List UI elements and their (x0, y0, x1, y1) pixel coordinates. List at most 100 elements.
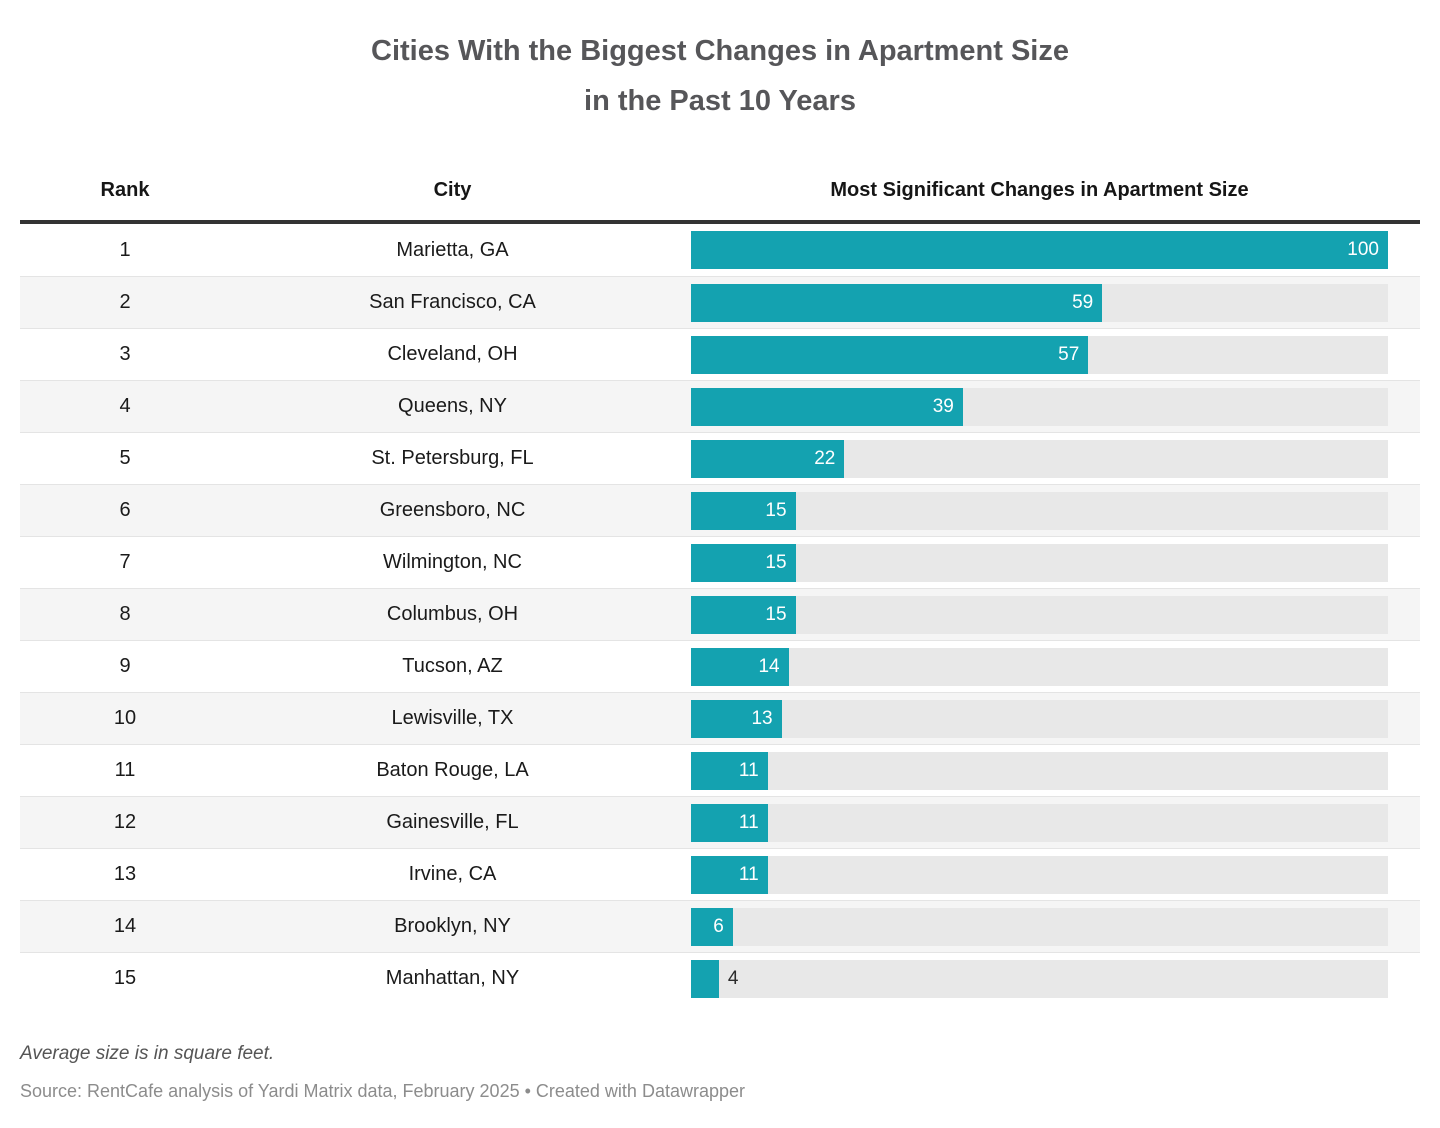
rank-cell: 1 (119, 238, 131, 261)
bar-track: 100 (691, 231, 1388, 269)
bar-track: 13 (691, 699, 1388, 738)
table-row: 6 Greensboro, NC 15 (20, 484, 1420, 536)
rank-cell: 3 (119, 343, 131, 365)
column-header-rank: Rank (100, 179, 150, 201)
bar: 59 (691, 283, 1103, 322)
bar-cell: 6 (675, 907, 1420, 946)
bar-value-label: 39 (932, 395, 954, 417)
bar-cell: 11 (675, 803, 1420, 842)
table-row: 1 Marietta, GA 100 (20, 224, 1420, 276)
city-cell: Marietta, GA (396, 238, 509, 261)
bar: 57 (691, 335, 1089, 374)
city-cell: Cleveland, OH (387, 343, 518, 365)
table-row: 14 Brooklyn, NY 6 (20, 900, 1420, 952)
table-row: 8 Columbus, OH 15 (20, 588, 1420, 640)
rank-cell: 13 (113, 863, 137, 885)
column-header-city: City (433, 179, 472, 201)
bar: 100 (691, 231, 1388, 269)
bar-track: 22 (691, 439, 1388, 478)
bar-value-label: 6 (713, 915, 724, 937)
bar-track: 14 (691, 647, 1388, 686)
city-cell: St. Petersburg, FL (371, 447, 534, 469)
city-cell: Manhattan, NY (385, 967, 520, 989)
bar-value-label: 59 (1072, 291, 1094, 313)
rank-cell: 2 (119, 291, 131, 313)
bar-track: 11 (691, 751, 1388, 790)
chart-title-line2: in the Past 10 Years (584, 85, 856, 117)
chart-title-line1: Cities With the Biggest Changes in Apart… (371, 35, 1069, 67)
bar-cell: 57 (675, 335, 1420, 374)
city-cell: Brooklyn, NY (394, 915, 511, 937)
table-row: 7 Wilmington, NC 15 (20, 536, 1420, 588)
table-row: 4 Queens, NY 39 (20, 380, 1420, 432)
bar-cell: 100 (675, 231, 1420, 269)
bar-cell: 59 (675, 283, 1420, 322)
rank-cell: 4 (119, 395, 131, 417)
rank-cell: 14 (113, 915, 137, 937)
table-row: 9 Tucson, AZ 14 (20, 640, 1420, 692)
bar-track: 59 (691, 283, 1388, 322)
table-row: 5 St. Petersburg, FL 22 (20, 432, 1420, 484)
rank-cell: 15 (113, 967, 137, 989)
table-row: 10 Lewisville, TX 13 (20, 692, 1420, 744)
bar-value-label: 14 (758, 655, 780, 677)
bar-track: 6 (691, 907, 1388, 946)
rank-cell: 11 (114, 759, 136, 781)
bar: 13 (691, 699, 782, 738)
city-cell: Greensboro, NC (379, 499, 526, 521)
bar-track: 15 (691, 491, 1388, 530)
table-row: 13 Irvine, CA 11 (20, 848, 1420, 900)
bar-track: 57 (691, 335, 1388, 374)
table-row: 3 Cleveland, OH 57 (20, 328, 1420, 380)
city-cell: Wilmington, NC (383, 551, 522, 573)
bar-value-label: 11 (738, 759, 759, 781)
city-cell: Gainesville, FL (386, 811, 519, 833)
bar-value-label: 57 (1058, 343, 1080, 365)
bar-track: 15 (691, 595, 1388, 634)
table-header-row: Rank City Most Significant Changes in Ap… (20, 178, 1420, 224)
rank-cell: 9 (119, 655, 131, 677)
bar-value-label: 13 (751, 707, 773, 729)
rank-cell: 6 (119, 499, 131, 521)
table-body: 1 Marietta, GA 100 2 San Francisco, CA 5… (20, 224, 1420, 1004)
bar-track: 11 (691, 855, 1388, 894)
bar-value-label: 15 (765, 551, 787, 573)
bar-cell: 15 (675, 543, 1420, 582)
bar-track: 4 (691, 959, 1388, 998)
bar-cell: 39 (675, 387, 1420, 426)
bar-cell: 11 (675, 855, 1420, 894)
rank-cell: 10 (113, 707, 137, 729)
rank-cell: 7 (119, 551, 131, 573)
rank-cell: 12 (113, 811, 137, 833)
bar: 11 (691, 751, 768, 790)
city-cell: Tucson, AZ (402, 655, 503, 677)
ranking-table: Rank City Most Significant Changes in Ap… (20, 178, 1420, 1004)
bar: 15 (691, 491, 796, 530)
column-header-bar: Most Significant Changes in Apartment Si… (830, 179, 1249, 201)
city-cell: Irvine, CA (408, 863, 497, 885)
bar: 39 (691, 387, 963, 426)
rank-cell: 5 (119, 447, 131, 469)
city-cell: Columbus, OH (386, 603, 519, 625)
bar: 6 (691, 907, 733, 946)
bar-value-label: 4 (727, 967, 739, 989)
bar: 15 (691, 543, 796, 582)
bar-cell: 11 (675, 751, 1420, 790)
table-row: 12 Gainesville, FL 11 (20, 796, 1420, 848)
city-cell: Queens, NY (398, 395, 507, 417)
footnote: Average size is in square feet. (20, 1043, 275, 1064)
bar-value-label: 22 (814, 447, 836, 469)
bar-value-label: 15 (765, 603, 787, 625)
chart-title: Cities With the Biggest Changes in Apart… (0, 0, 1440, 126)
rank-cell: 8 (119, 603, 131, 625)
bar-cell: 15 (675, 491, 1420, 530)
bar (691, 959, 719, 998)
bar-value-label: 11 (738, 863, 759, 885)
table-row: 11 Baton Rouge, LA 11 (20, 744, 1420, 796)
table-row: 15 Manhattan, NY 4 (20, 952, 1420, 1004)
bar: 22 (691, 439, 845, 478)
bar-cell: 13 (675, 699, 1420, 738)
bar: 15 (691, 595, 796, 634)
city-cell: Lewisville, TX (391, 707, 514, 729)
